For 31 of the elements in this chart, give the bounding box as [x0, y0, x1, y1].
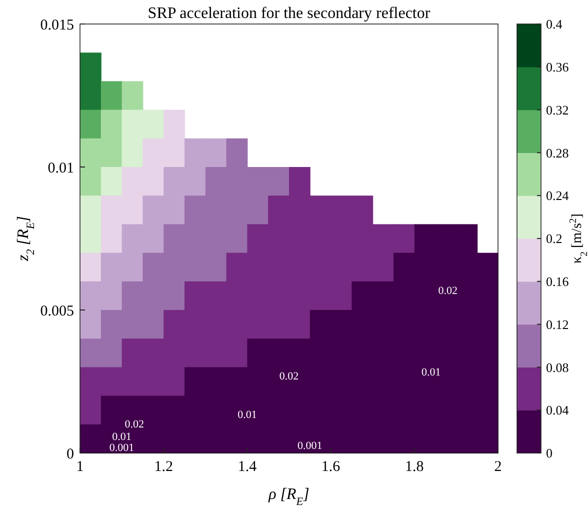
color-bar-label: 0.32	[546, 102, 569, 118]
y-tick-label: 0.015	[40, 17, 74, 34]
y-tick-label: 0.01	[48, 160, 74, 176]
annotation: 0.001	[109, 442, 134, 454]
color-bar-label: 0.4	[546, 16, 563, 32]
color-bar-label: 0.28	[546, 145, 569, 160]
x-tick-label: 1.4	[238, 459, 258, 475]
annotation: 0.02	[124, 418, 144, 431]
color-bar-label: 0	[546, 446, 552, 461]
color-bar-label: 0.12	[546, 316, 569, 332]
x-tick-label: 1.2	[154, 459, 173, 475]
annotation: 0.01	[238, 409, 257, 422]
color-bar-label: 0.16	[546, 274, 570, 289]
color-bar-label: 0.04	[546, 402, 570, 418]
color-bar-label: 0.36	[546, 59, 570, 74]
x-tick-label: 1.8	[405, 459, 424, 475]
x-axis-title: ρ [R$_{E}$]	[268, 486, 310, 508]
annotation: 0.001	[298, 440, 322, 452]
annotation: 0.02	[279, 370, 299, 383]
x-tick-label: 2	[494, 459, 502, 475]
annotation: 0.01	[421, 366, 441, 378]
chart-title: SRP acceleration for the secondary reflector	[148, 5, 431, 22]
color-bar-label: 0.24	[546, 188, 570, 204]
x-tick-label: 1	[76, 459, 84, 475]
annotation: 0.02	[438, 284, 458, 297]
color-bar-label: 0.08	[546, 360, 569, 375]
color-bar-label: 0.2	[546, 231, 562, 246]
y-tick-label: 0	[66, 446, 74, 462]
y-tick-label: 0.005	[40, 303, 74, 320]
annotation: 0.01	[112, 431, 132, 444]
x-tick-label: 1.6	[321, 459, 341, 475]
